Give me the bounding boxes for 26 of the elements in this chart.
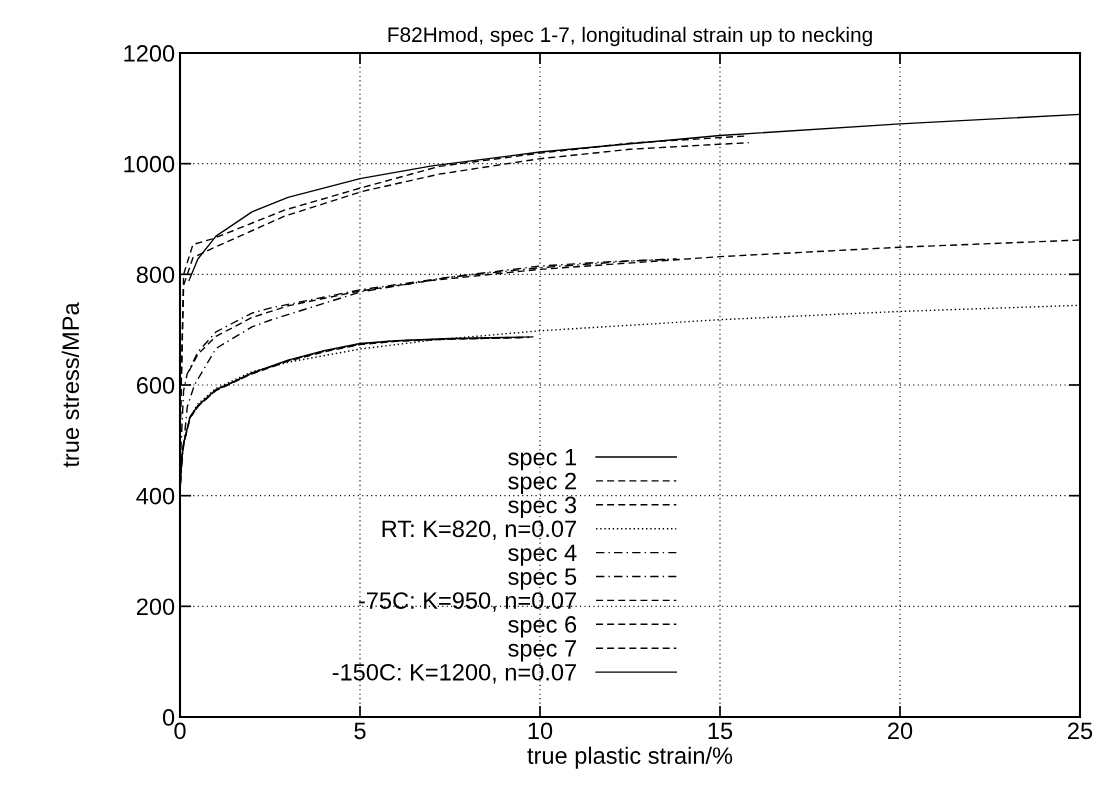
legend-label: -75C: K=950, n=0.07 <box>358 592 576 612</box>
x-tick-label: 20 <box>888 722 913 740</box>
legend-label: spec 5 <box>508 568 577 590</box>
legend-label: spec 6 <box>508 616 577 638</box>
legend-label: spec 3 <box>508 496 577 518</box>
y-tick-label: 200 <box>136 598 175 616</box>
legend-label: spec 2 <box>508 472 576 495</box>
x-tick-label: 25 <box>1068 722 1093 740</box>
x-tick-label: 5 <box>354 722 366 740</box>
legend-label: RT: K=820, n=0.07 <box>382 520 576 540</box>
y-tick-label: 800 <box>136 266 175 284</box>
y-tick-label: 400 <box>136 487 175 505</box>
y-tick-label: 0 <box>162 709 175 726</box>
y-tick-label: 600 <box>136 377 175 394</box>
legend-label: spec 4 <box>508 544 577 566</box>
legend-label: spec 1 <box>508 449 576 471</box>
x-tick-label: 10 <box>528 722 553 740</box>
y-axis-title: true stress/MPa <box>61 302 80 468</box>
x-tick-label: 0 <box>174 722 186 740</box>
legend-label: -150C: K=1200, n=0.07 <box>332 663 576 684</box>
x-axis-title: true plastic strain/% <box>527 746 733 769</box>
chart-title: F82Hmod, spec 1-7, longitudinal strain up to necking <box>388 26 872 47</box>
y-tick-label: 1000 <box>124 155 175 173</box>
y-tick-label: 1200 <box>124 45 175 62</box>
x-tick-label: 15 <box>708 722 733 740</box>
legend-label: spec 7 <box>508 640 576 662</box>
